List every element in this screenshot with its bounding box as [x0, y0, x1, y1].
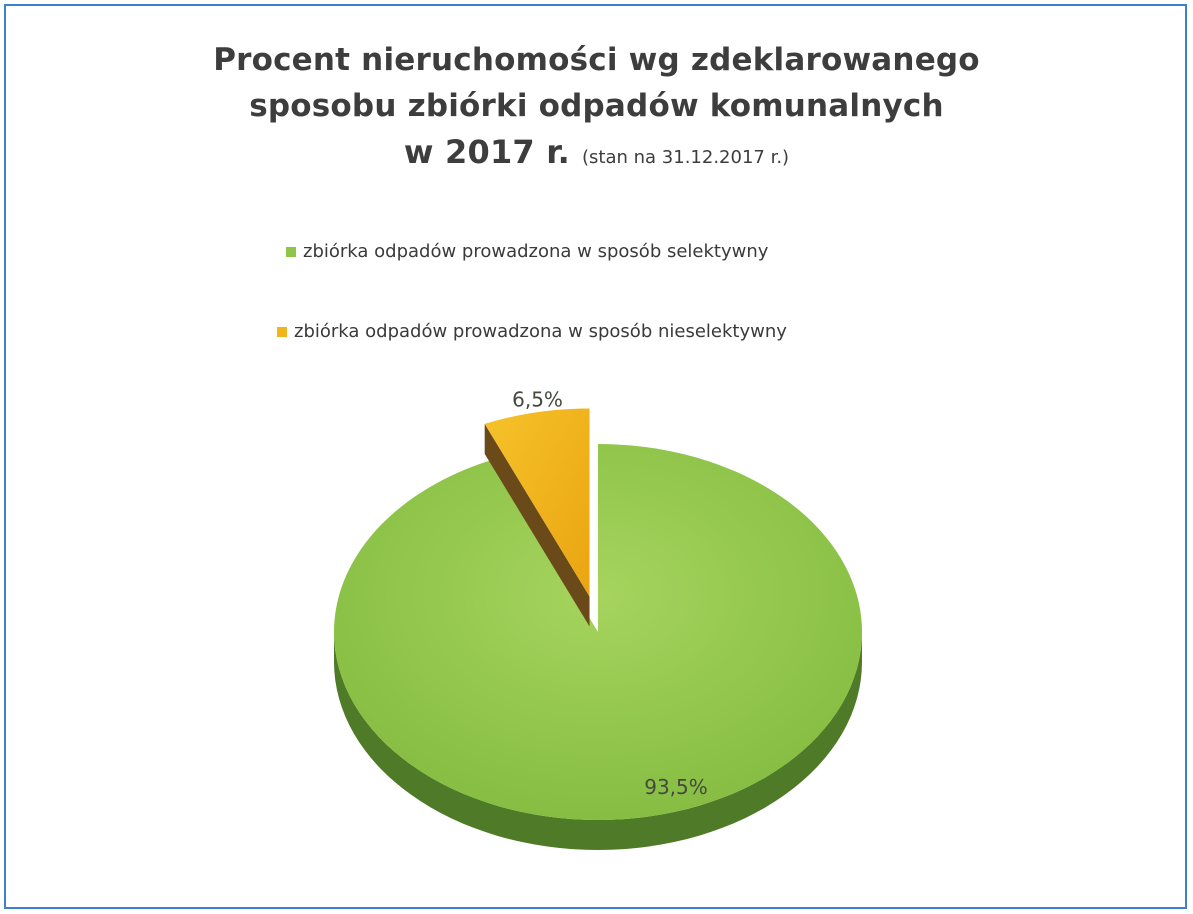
pie-slice-selective — [333, 444, 862, 820]
pie-slice-selective-side — [334, 632, 862, 850]
legend-label-nonselective: zbiórka odpadów prowadzona w sposób nies… — [294, 321, 787, 342]
legend-swatch-nonselective — [277, 326, 287, 337]
legend-item-selective: zbiórka odpadów prowadzona w sposób sele… — [286, 241, 768, 262]
chart-subtitle: (stan na 31.12.2017 r.) — [582, 147, 790, 168]
legend-label-selective: zbiórka odpadów prowadzona w sposób sele… — [303, 241, 769, 262]
chart-title-line-3: w 2017 r. (stan na 31.12.2017 r.) — [0, 132, 1193, 178]
chart-title-line-1: Procent nieruchomości wg zdeklarowanego — [213, 42, 980, 78]
chart-title-year: w 2017 r. — [403, 133, 571, 171]
legend-swatch-selective — [286, 246, 296, 257]
data-label-selective: 93,5% — [644, 775, 708, 799]
chart-title-line-2: sposobu zbiórki odpadów komunalnych — [249, 88, 944, 124]
pie-slice-nonselective-side — [484, 423, 590, 627]
data-label-nonselective: 6,5% — [512, 387, 563, 411]
legend-item-nonselective: zbiórka odpadów prowadzona w sposób nies… — [277, 321, 787, 342]
pie-slice-nonselective — [484, 408, 590, 597]
